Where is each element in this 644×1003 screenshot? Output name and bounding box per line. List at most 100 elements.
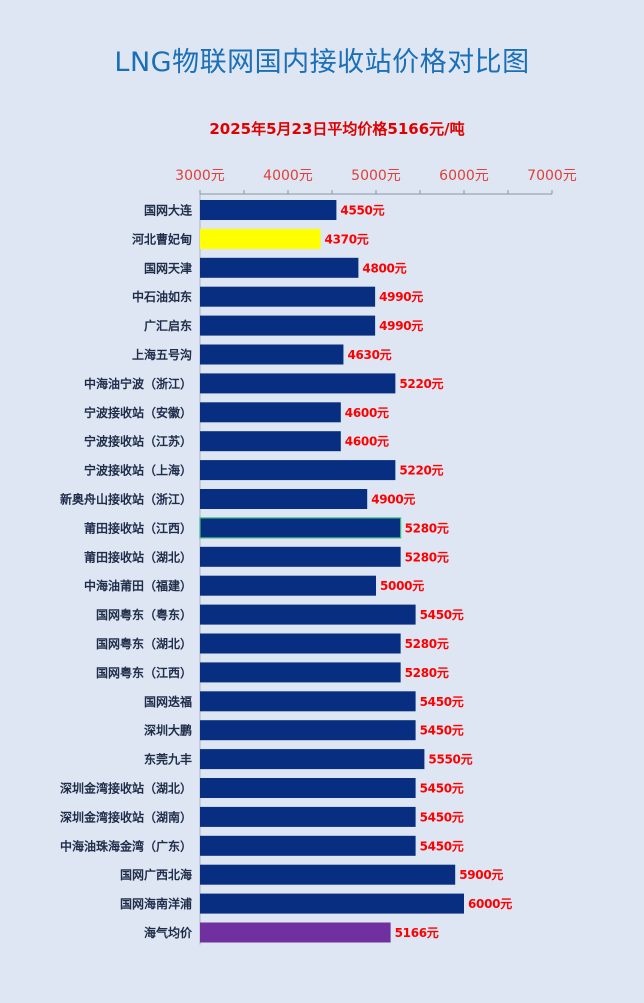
bar-row: 河北曹妃甸 4370元 (131, 228, 369, 249)
value-label: 4600元 (345, 406, 389, 420)
category-label: 国网粤东（江西） (96, 665, 192, 680)
bar (200, 200, 337, 220)
x-tick-label: 4000元 (263, 168, 313, 184)
category-label: 深圳金湾接收站（湖南） (60, 809, 192, 824)
value-label: 4630元 (347, 348, 391, 362)
value-label: 5280元 (405, 637, 449, 651)
bar-row: 深圳金湾接收站（湖北） 5450元 (60, 778, 464, 798)
category-label: 中石油如东 (132, 289, 192, 304)
value-label: 4990元 (379, 290, 423, 304)
category-label: 宁波接收站（上海） (84, 463, 192, 478)
value-label: 5450元 (420, 839, 464, 853)
bar-row: 莆田接收站（湖北） 5280元 (84, 546, 449, 567)
category-label: 莆田接收站（江西） (84, 520, 192, 535)
category-label: 河北曹妃甸 (131, 231, 192, 246)
category-label: 国网海南洋浦 (120, 896, 192, 911)
value-label: 4550元 (340, 204, 384, 218)
value-label: 5450元 (420, 724, 464, 738)
bar (199, 517, 402, 539)
category-label: 新奥舟山接收站（浙江） (60, 492, 192, 507)
value-label: 5450元 (420, 608, 464, 622)
value-label: 4600元 (345, 435, 389, 449)
bar (200, 228, 321, 249)
bar-row: 国网粤东（江西） 5280元 (96, 662, 449, 683)
bar-row: 中海油宁波（浙江） 5220元 (84, 373, 444, 394)
bar (200, 431, 341, 452)
category-label: 宁波接收站（安徽） (84, 405, 192, 420)
value-label: 4800元 (362, 261, 406, 275)
category-label: 东莞九丰 (144, 752, 192, 767)
bar-row: 国网大连 4550元 (144, 200, 385, 220)
bar-row: 深圳金湾接收站（湖南） 5450元 (60, 806, 464, 827)
bar (200, 806, 416, 827)
bar-row: 新奥舟山接收站（浙江） 4900元 (60, 489, 416, 509)
bar (200, 257, 359, 278)
bar (200, 604, 416, 625)
bar (200, 489, 368, 509)
bar-row: 国网粤东（湖北） 5280元 (96, 633, 449, 654)
bar-row: 国网粤东（粤东） 5450元 (96, 604, 464, 625)
bar-row: 宁波接收站（安徽） 4600元 (84, 402, 389, 423)
category-label: 国网粤东（粤东） (96, 607, 192, 622)
bar-row: 国网天津 4800元 (144, 257, 407, 278)
x-axis: 3000元 4000元 5000元 6000元 7000元 (175, 168, 577, 945)
value-label: 4900元 (371, 493, 415, 507)
bar (200, 460, 396, 481)
category-label: 国网迭福 (144, 694, 192, 709)
bar (200, 373, 396, 394)
bar-row: 国网广西北海 5900元 (120, 864, 504, 885)
bar (200, 778, 416, 798)
bar (200, 546, 401, 567)
category-label: 中海油珠海金湾（广东） (60, 838, 192, 853)
bar (200, 402, 341, 423)
category-label: 海气均价 (144, 925, 193, 940)
bar-row: 中石油如东 4990元 (132, 286, 424, 307)
category-label: 莆田接收站（湖北） (84, 549, 192, 564)
value-label: 5166元 (395, 926, 439, 940)
x-tick-label: 5000元 (351, 168, 401, 184)
category-label: 国网广西北海 (120, 867, 192, 882)
bar-row: 国网迭福 5450元 (144, 691, 464, 712)
bar-row: 海气均价 5166元 (144, 922, 439, 943)
bar (200, 864, 456, 885)
value-label: 5900元 (459, 868, 503, 882)
bar-row: 中海油莆田（福建） 5000元 (84, 575, 424, 596)
category-label: 深圳大鹏 (144, 723, 192, 738)
bar-row: 深圳大鹏 5450元 (144, 720, 464, 741)
value-label: 5280元 (405, 550, 449, 564)
bar-row: 宁波接收站（江苏） 4600元 (84, 431, 389, 452)
x-tick-label: 6000元 (439, 168, 489, 184)
bar (200, 286, 376, 307)
x-tick-label: 7000元 (527, 168, 577, 184)
bar (200, 922, 391, 943)
category-label: 上海五号沟 (132, 347, 192, 362)
category-label: 广汇启东 (144, 318, 192, 333)
value-label: 5450元 (420, 782, 464, 796)
value-label: 5280元 (405, 521, 449, 535)
category-label: 国网大连 (144, 203, 193, 218)
category-label: 宁波接收站（江苏） (84, 434, 192, 449)
bar-row: 莆田接收站（江西） 5280元 (84, 517, 449, 539)
bar (200, 835, 416, 856)
bar (200, 633, 401, 654)
value-label: 5280元 (405, 666, 449, 680)
bar (200, 749, 425, 770)
category-label: 中海油宁波（浙江） (84, 376, 192, 391)
category-label: 深圳金湾接收站（湖北） (60, 781, 192, 796)
bar-row: 广汇启东 4990元 (144, 315, 424, 336)
bar-row: 上海五号沟 4630元 (132, 344, 392, 365)
bar-row: 国网海南洋浦 6000元 (120, 893, 512, 914)
category-label: 国网天津 (144, 260, 192, 275)
bar-row: 东莞九丰 5550元 (144, 749, 473, 770)
category-label: 国网粤东（湖北） (96, 636, 192, 651)
bar (200, 720, 416, 741)
value-label: 4990元 (379, 319, 423, 333)
value-label: 5220元 (399, 464, 443, 478)
x-tick-label: 3000元 (175, 168, 225, 184)
bar (200, 662, 401, 683)
chart-title: LNG物联网国内接收站价格对比图 (114, 47, 530, 78)
chart-subtitle: 2025年5月23日平均价格5166元/吨 (209, 120, 465, 138)
bar-row: 中海油珠海金湾（广东） 5450元 (60, 835, 464, 856)
